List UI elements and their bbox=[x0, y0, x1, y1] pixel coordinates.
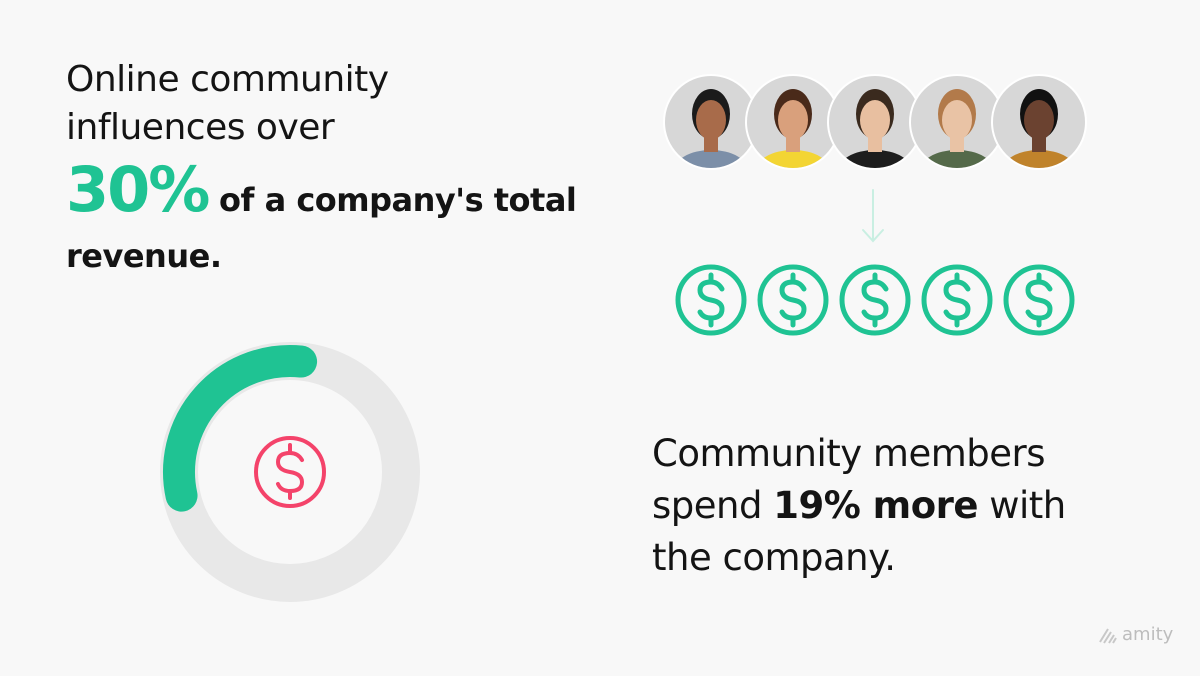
amity-logo: amity bbox=[1098, 624, 1173, 645]
revenue-donut bbox=[160, 342, 420, 602]
spend-highlight: 19% more bbox=[773, 484, 978, 527]
dollar-circle-icon bbox=[839, 264, 911, 336]
intro-text: Online community influences over bbox=[66, 59, 389, 148]
avatar-2 bbox=[745, 74, 841, 170]
amity-logo-icon bbox=[1099, 627, 1117, 644]
donut-fill-arc bbox=[163, 345, 318, 512]
dollar-circle-icon bbox=[1003, 264, 1075, 336]
community-illustration bbox=[663, 74, 1087, 336]
stat-text: 30% of a company's total revenue. bbox=[66, 159, 586, 284]
dollar-circle-icon bbox=[675, 264, 747, 336]
spend-text-before: Community members spend bbox=[652, 432, 1046, 527]
avatar-4 bbox=[909, 74, 1005, 170]
dollar-circle-icon bbox=[254, 436, 326, 508]
stat-rest: of a company's total revenue. bbox=[66, 181, 577, 275]
avatar-3 bbox=[827, 74, 923, 170]
community-spend-text: Community members spend 19% more with th… bbox=[652, 428, 1132, 584]
spend-text-after: with the company. bbox=[652, 484, 1066, 579]
stat-percent: 30% bbox=[66, 153, 210, 226]
arrow-down-icon bbox=[862, 189, 884, 243]
avatar-1 bbox=[663, 74, 759, 170]
dollar-circle-icon bbox=[921, 264, 993, 336]
dollar-circle-icon bbox=[757, 264, 829, 336]
logo-text: amity bbox=[1122, 624, 1174, 645]
avatar-5 bbox=[991, 74, 1087, 170]
